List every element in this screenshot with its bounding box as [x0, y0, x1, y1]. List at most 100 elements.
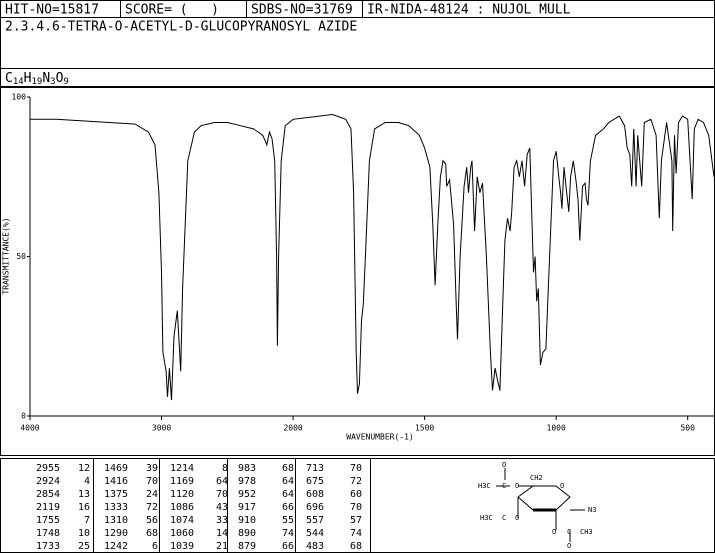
- peak-transmittance: 8: [222, 463, 228, 474]
- atom-label: C: [567, 528, 571, 536]
- peak-wavenumber: 1469: [104, 463, 128, 474]
- peak-wavenumber: 1169: [170, 476, 194, 487]
- peak-wavenumber: 1039: [170, 541, 194, 552]
- sdbs-no: SDBS-NO=31769: [251, 3, 353, 18]
- atom-label: O: [560, 482, 564, 490]
- peak-transmittance: 60: [350, 489, 362, 500]
- peak-transmittance: 14: [216, 528, 228, 539]
- y-tick-label: 0: [21, 412, 26, 421]
- structure: [496, 468, 585, 542]
- formula-subscript: 19: [32, 77, 43, 87]
- peak-transmittance: 16: [78, 502, 90, 513]
- peak-transmittance: 4: [84, 476, 90, 487]
- atom-label: O: [567, 542, 571, 550]
- formula-subscript: 14: [13, 77, 24, 87]
- peak-transmittance: 6: [152, 541, 158, 552]
- peak-wavenumber: 978: [238, 476, 256, 487]
- peak-transmittance: 39: [146, 463, 158, 474]
- compound-name: 2.3.4.6-TETRA-O-ACETYL-D-GLUCOPYRANOSYL …: [5, 20, 357, 35]
- peak-wavenumber: 1242: [104, 541, 128, 552]
- formula: C14H19N3O9: [5, 71, 69, 87]
- peak-wavenumber: 696: [306, 502, 324, 513]
- x-tick-label: 1000: [547, 424, 566, 433]
- atom-label: CH3: [580, 528, 593, 536]
- peak-wavenumber: 1214: [170, 463, 194, 474]
- peak-transmittance: 24: [146, 489, 158, 500]
- peak-transmittance: 70: [350, 463, 362, 474]
- peak-transmittance: 70: [146, 476, 158, 487]
- peak-transmittance: 7: [84, 515, 90, 526]
- peak-wavenumber: 1416: [104, 476, 128, 487]
- x-tick-label: 500: [680, 424, 695, 433]
- peak-wavenumber: 1375: [104, 489, 128, 500]
- peak-transmittance: 10: [78, 528, 90, 539]
- method: IR-NIDA-48124 : NUJOL MULL: [367, 3, 571, 18]
- score: SCORE= ( ): [125, 3, 219, 18]
- peak-transmittance: 57: [350, 515, 362, 526]
- atom-label: H3C: [478, 482, 491, 490]
- peak-transmittance: 74: [350, 528, 362, 539]
- atom-label: H3C: [480, 514, 493, 522]
- atom-label: O: [502, 461, 506, 469]
- peak-transmittance: 64: [216, 476, 228, 487]
- formula-element: N: [42, 71, 50, 86]
- hit-no: HIT-NO=15817: [5, 3, 99, 18]
- chart-frame: [0, 87, 715, 456]
- x-tick-label: 1500: [415, 424, 434, 433]
- formula-element: O: [56, 71, 64, 86]
- peak-wavenumber: 483: [306, 541, 324, 552]
- peak-wavenumber: 1748: [36, 528, 60, 539]
- peak-wavenumber: 608: [306, 489, 324, 500]
- peak-transmittance: 43: [216, 502, 228, 513]
- peak-transmittance: 72: [146, 502, 158, 513]
- peak-transmittance: 70: [350, 502, 362, 513]
- peak-transmittance: 68: [350, 541, 362, 552]
- peak-wavenumber: 1733: [36, 541, 60, 552]
- peak-wavenumber: 1060: [170, 528, 194, 539]
- peak-wavenumber: 1120: [170, 489, 194, 500]
- peak-wavenumber: 713: [306, 463, 324, 474]
- formula-subscript: 3: [50, 77, 55, 87]
- peak-transmittance: 74: [282, 528, 294, 539]
- peak-transmittance: 66: [282, 541, 294, 552]
- peak-transmittance: 21: [216, 541, 228, 552]
- structure-labels: H3C C O CH2 O N3 H3C C O O C CH3 O O: [478, 461, 596, 550]
- peak-wavenumber: 910: [238, 515, 256, 526]
- peak-wavenumber: 983: [238, 463, 256, 474]
- header-frame: [0, 0, 715, 87]
- peak-wavenumber: 2924: [36, 476, 60, 487]
- peak-transmittance: 64: [282, 489, 294, 500]
- atom-label: CH2: [530, 474, 543, 482]
- peak-wavenumber: 675: [306, 476, 324, 487]
- peak-wavenumber: 1310: [104, 515, 128, 526]
- peak-wavenumber: 544: [306, 528, 324, 539]
- atom-label: O: [515, 514, 519, 522]
- peak-wavenumber: 1290: [104, 528, 128, 539]
- peak-wavenumber: 1755: [36, 515, 60, 526]
- y-tick-label: 100: [12, 93, 27, 102]
- peak-transmittance: 72: [350, 476, 362, 487]
- atom-label: O: [552, 528, 556, 536]
- peak-wavenumber: 879: [238, 541, 256, 552]
- x-tick-label: 3000: [152, 424, 171, 433]
- formula-subscript: 9: [63, 77, 68, 87]
- x-tick-label: 2000: [283, 424, 302, 433]
- peak-wavenumber: 1333: [104, 502, 128, 513]
- atom-label: N3: [588, 506, 596, 514]
- peak-wavenumber: 2955: [36, 463, 60, 474]
- peak-transmittance: 68: [146, 528, 158, 539]
- peak-transmittance: 25: [78, 541, 90, 552]
- peak-transmittance: 64: [282, 476, 294, 487]
- peak-transmittance: 56: [146, 515, 158, 526]
- atom-label: C: [502, 514, 506, 522]
- formula-element: C: [5, 71, 13, 86]
- x-tick-label: 4000: [20, 424, 39, 433]
- y-axis-label: TRANSMITTANCE(%): [2, 217, 11, 294]
- spectrum: [30, 113, 715, 401]
- peak-transmittance: 13: [78, 489, 90, 500]
- peak-wavenumber: 1074: [170, 515, 194, 526]
- peak-wavenumber: 2119: [36, 502, 60, 513]
- peak-wavenumber: 952: [238, 489, 256, 500]
- peak-transmittance: 70: [216, 489, 228, 500]
